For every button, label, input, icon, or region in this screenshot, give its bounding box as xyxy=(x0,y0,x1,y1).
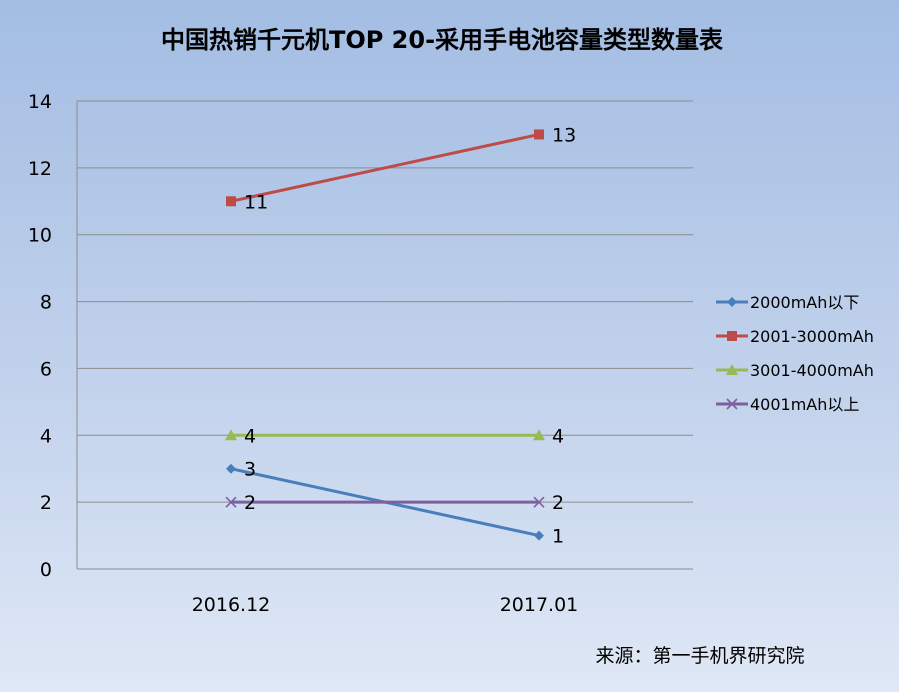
data-point xyxy=(225,496,237,508)
source-note: 来源：第一手机界研究院 xyxy=(595,645,804,667)
series-line-1 xyxy=(230,132,540,203)
legend-label: 3001-4000mAh xyxy=(750,361,874,380)
data-label: 3 xyxy=(244,459,256,481)
data-label: 1 xyxy=(552,526,564,548)
y-tick-label: 2 xyxy=(40,492,52,514)
x-tick-label: 2016.12 xyxy=(192,594,271,616)
chart-title: 中国热销千元机TOP 20-采用手电池容量类型数量表 xyxy=(161,26,724,54)
y-tick-label: 12 xyxy=(28,158,52,180)
data-point xyxy=(225,429,237,441)
x-tick-label: 2017.01 xyxy=(500,594,579,616)
data-label: 13 xyxy=(552,124,576,146)
data-point xyxy=(534,530,544,541)
legend: 2000mAh以下 2001-3000mAh 3001-4000mAh 4001mAh… xyxy=(716,293,874,414)
legend-marker xyxy=(726,364,738,375)
legend-marker xyxy=(727,297,737,307)
y-tick-label: 10 xyxy=(28,225,52,247)
y-tick-label: 6 xyxy=(40,358,52,380)
legend-label: 2000mAh以下 xyxy=(750,293,859,312)
data-point xyxy=(534,129,544,140)
data-label: 4 xyxy=(552,425,564,447)
data-label: 4 xyxy=(244,425,256,447)
y-tick-label: 14 xyxy=(28,91,52,113)
series-lines xyxy=(225,129,545,541)
legend-label: 4001mAh以上 xyxy=(750,395,859,414)
data-point xyxy=(226,196,236,207)
y-tick-label: 8 xyxy=(40,292,52,314)
legend-label: 2001-3000mAh xyxy=(750,327,874,346)
y-tick-label: 0 xyxy=(40,559,52,581)
data-label: 2 xyxy=(244,492,256,514)
data-label: 11 xyxy=(244,191,268,213)
data-point xyxy=(533,429,545,441)
legend-marker xyxy=(726,398,738,410)
grid-lines xyxy=(77,100,693,503)
data-label: 2 xyxy=(552,492,564,514)
data-point xyxy=(533,496,545,508)
y-tick-label: 4 xyxy=(40,425,52,447)
legend-marker xyxy=(727,331,737,341)
data-point xyxy=(226,463,236,474)
